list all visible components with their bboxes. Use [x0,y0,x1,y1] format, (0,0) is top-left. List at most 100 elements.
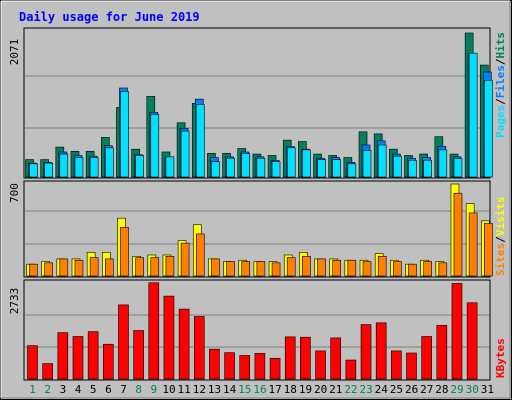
day-label-24: 24 [375,383,389,396]
bar-pages-day-20-fill [317,159,326,178]
bar-pages-day-16 [256,157,266,178]
bar-pages-day-23 [362,150,372,178]
bar-kbytes-day-10 [163,295,175,380]
bar-kbytes-day-21-fill [330,337,342,380]
bar-pages-day-20 [317,159,326,178]
bar-pages-day-25 [393,155,402,178]
bar-kbytes-day-18 [284,336,296,380]
bar-sites-day-23 [362,261,372,277]
bar-sites-day-25 [393,261,402,277]
bar-sites-day-13-fill [211,258,220,277]
bar-pages-day-5 [89,157,99,178]
bar-pages-day-10 [165,156,175,178]
day-label-19: 19 [299,383,312,396]
bar-sites-day-19 [302,255,311,277]
bar-kbytes-day-9-fill [148,282,160,380]
bar-pages-day-17 [271,161,281,178]
bar-pages-day-26 [408,160,417,178]
bar-kbytes-day-2 [42,363,53,380]
bar-sites-day-17 [271,262,281,277]
bar-pages-day-22-fill [347,163,357,178]
bar-pages-day-31-fill [483,80,493,178]
day-label-16: 16 [253,383,266,396]
bar-pages-day-2-fill [44,162,53,178]
bar-kbytes-day-3 [57,332,69,380]
bar-kbytes-day-12-fill [193,316,205,380]
bar-kbytes-day-25-fill [391,350,402,380]
day-label-4: 4 [75,383,82,396]
bar-pages-day-21-fill [332,159,342,178]
bar-sites-day-10 [165,255,175,277]
bar-kbytes-day-30 [466,302,478,380]
bar-sites-day-21-fill [332,259,342,277]
bar-pages-day-4-fill [74,157,84,178]
bar-sites-day-8 [135,257,144,277]
bar-kbytes-day-29 [451,283,463,380]
legend-visits: Visits [494,197,507,237]
bar-pages-day-31 [483,80,493,178]
bar-kbytes-day-26 [406,352,417,380]
bar-pages-day-7 [120,91,129,178]
bar-pages-day-14 [226,157,235,178]
bar-sites-day-1 [29,263,38,277]
bar-kbytes-day-27-fill [421,336,432,380]
day-label-27: 27 [420,383,433,396]
bar-kbytes-day-29-fill [451,283,463,380]
day-label-13: 13 [208,383,221,396]
bar-kbytes-day-21 [330,337,342,380]
bar-sites-day-19-fill [302,255,311,277]
day-label-2: 2 [44,383,51,396]
bar-sites-day-27 [423,261,432,277]
bar-kbytes-day-19-fill [300,336,311,380]
bar-pages-day-23-fill [362,150,372,178]
day-label-3: 3 [60,383,67,396]
legend-top: Pages/Files/Hits [494,32,507,138]
bar-pages-day-7-fill [120,91,129,178]
day-label-23: 23 [359,383,372,396]
bar-kbytes-day-22 [345,359,357,380]
bar-kbytes-day-14-fill [224,352,235,380]
day-label-1: 1 [29,383,36,396]
day-label-8: 8 [135,383,142,396]
bar-pages-day-8 [135,155,144,178]
bar-sites-day-9 [150,257,160,277]
bar-pages-day-21 [332,159,342,178]
bar-sites-day-15 [241,261,251,277]
day-label-10: 10 [162,383,175,396]
day-label-21: 21 [329,383,342,396]
bar-sites-day-11 [180,242,190,277]
bar-sites-day-21 [332,259,342,277]
bar-kbytes-day-3-fill [57,332,69,380]
bar-kbytes-day-19 [300,336,311,380]
day-label-28: 28 [435,383,448,396]
bar-sites-day-31-fill [483,223,493,277]
bar-sites-day-4-fill [74,259,84,277]
bar-pages-day-15 [241,153,251,178]
bar-kbytes-day-5 [87,331,99,380]
day-label-20: 20 [314,383,327,396]
bar-sites-day-2 [44,262,53,277]
bar-pages-day-28 [438,149,448,178]
bar-kbytes-day-9 [148,282,160,380]
bar-kbytes-day-12 [193,316,205,380]
bar-kbytes-day-10-fill [163,295,175,380]
bar-sites-day-5-fill [89,257,99,277]
bar-pages-day-24-fill [377,144,387,178]
grid-lines [25,75,489,348]
bar-sites-day-1-fill [29,263,38,277]
bar-sites-day-11-fill [180,242,190,277]
bars [25,32,493,380]
bar-sites-day-28-fill [438,262,448,277]
bar-kbytes-day-2-fill [42,363,53,380]
bar-sites-day-29-fill [453,192,463,277]
day-label-6: 6 [105,383,112,396]
bar-kbytes-day-11-fill [178,308,190,380]
bar-pages-day-18-fill [286,147,296,178]
bar-sites-day-7 [120,227,129,277]
bar-sites-day-6 [105,258,114,277]
bar-kbytes-day-23 [360,324,372,380]
day-label-15: 15 [238,383,251,396]
bar-kbytes-day-6 [103,343,114,380]
day-label-29: 29 [450,383,463,396]
